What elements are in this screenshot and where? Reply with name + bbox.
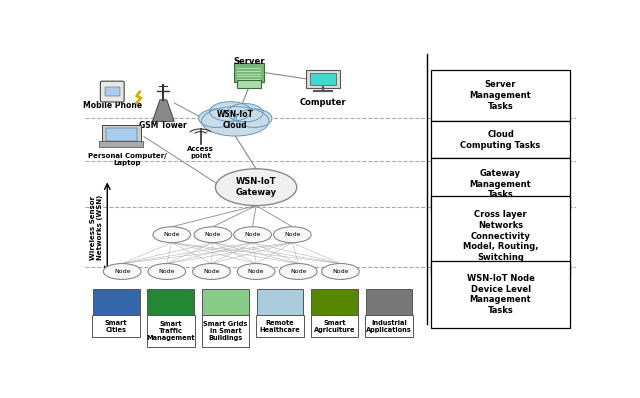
Text: Smart
Traffic
Management: Smart Traffic Management bbox=[147, 321, 195, 341]
FancyBboxPatch shape bbox=[311, 289, 358, 315]
FancyBboxPatch shape bbox=[234, 63, 264, 82]
Ellipse shape bbox=[103, 263, 141, 279]
Text: Industrial
Applications: Industrial Applications bbox=[366, 320, 412, 332]
Ellipse shape bbox=[148, 263, 186, 279]
Text: Node: Node bbox=[203, 269, 220, 274]
Text: Smart
Cities: Smart Cities bbox=[105, 320, 127, 332]
Ellipse shape bbox=[209, 102, 251, 121]
FancyBboxPatch shape bbox=[237, 80, 260, 88]
Text: Node: Node bbox=[205, 232, 221, 237]
Text: Node: Node bbox=[159, 269, 175, 274]
Text: Node: Node bbox=[284, 232, 301, 237]
Ellipse shape bbox=[202, 107, 269, 136]
Text: Smart
Agriculture: Smart Agriculture bbox=[314, 320, 355, 332]
FancyBboxPatch shape bbox=[257, 289, 303, 315]
Ellipse shape bbox=[216, 169, 297, 206]
Text: Node: Node bbox=[248, 269, 264, 274]
FancyBboxPatch shape bbox=[202, 289, 248, 315]
FancyBboxPatch shape bbox=[105, 87, 120, 96]
FancyBboxPatch shape bbox=[365, 315, 413, 338]
Ellipse shape bbox=[234, 227, 271, 243]
Text: Smart Grids
in Smart
Buildings: Smart Grids in Smart Buildings bbox=[203, 321, 248, 341]
Ellipse shape bbox=[194, 227, 232, 243]
Text: Cloud
Computing Tasks: Cloud Computing Tasks bbox=[461, 130, 541, 150]
Text: WSN-IoT
Gateway: WSN-IoT Gateway bbox=[236, 177, 276, 197]
FancyBboxPatch shape bbox=[310, 315, 358, 338]
FancyBboxPatch shape bbox=[306, 70, 340, 88]
FancyBboxPatch shape bbox=[202, 315, 249, 347]
Ellipse shape bbox=[237, 263, 275, 279]
Ellipse shape bbox=[280, 263, 317, 279]
FancyBboxPatch shape bbox=[431, 261, 570, 328]
Ellipse shape bbox=[273, 227, 311, 243]
FancyBboxPatch shape bbox=[99, 140, 143, 147]
FancyBboxPatch shape bbox=[147, 315, 195, 347]
Polygon shape bbox=[152, 100, 174, 121]
Text: Node: Node bbox=[163, 232, 180, 237]
Text: Cross layer
Networks
Connectivity
Model, Routing,
Switching: Cross layer Networks Connectivity Model,… bbox=[463, 210, 538, 262]
FancyBboxPatch shape bbox=[365, 289, 412, 315]
Ellipse shape bbox=[227, 103, 263, 122]
Ellipse shape bbox=[321, 263, 359, 279]
Ellipse shape bbox=[236, 109, 272, 127]
FancyBboxPatch shape bbox=[106, 129, 136, 140]
FancyBboxPatch shape bbox=[100, 81, 124, 102]
Text: Node: Node bbox=[332, 269, 349, 274]
Text: Access
point: Access point bbox=[187, 146, 214, 159]
FancyBboxPatch shape bbox=[92, 315, 140, 338]
Text: Mobile Phone: Mobile Phone bbox=[83, 101, 142, 111]
FancyBboxPatch shape bbox=[310, 73, 337, 86]
Text: WSN-IoT
Cloud: WSN-IoT Cloud bbox=[217, 110, 253, 130]
FancyBboxPatch shape bbox=[431, 196, 570, 277]
Text: Server: Server bbox=[233, 57, 264, 66]
FancyBboxPatch shape bbox=[431, 70, 570, 121]
FancyBboxPatch shape bbox=[102, 125, 141, 143]
Text: Wireless Sensor
Networks (WSN): Wireless Sensor Networks (WSN) bbox=[90, 195, 103, 260]
Text: Node: Node bbox=[244, 232, 261, 237]
Ellipse shape bbox=[153, 227, 191, 243]
Text: Server
Management
Tasks: Server Management Tasks bbox=[470, 80, 531, 111]
Text: Node: Node bbox=[114, 269, 131, 274]
Text: Personal Computer/
Laptop: Personal Computer/ Laptop bbox=[88, 153, 166, 166]
FancyBboxPatch shape bbox=[431, 158, 570, 210]
Text: Remote
Healthcare: Remote Healthcare bbox=[259, 320, 300, 332]
Text: WSN-IoT Node
Device Level
Management
Tasks: WSN-IoT Node Device Level Management Tas… bbox=[467, 274, 534, 315]
Text: Gateway
Management
Tasks: Gateway Management Tasks bbox=[470, 169, 531, 199]
FancyBboxPatch shape bbox=[431, 121, 570, 158]
Ellipse shape bbox=[193, 263, 230, 279]
FancyBboxPatch shape bbox=[147, 289, 194, 315]
Text: GSM Tower: GSM Tower bbox=[140, 121, 188, 131]
FancyBboxPatch shape bbox=[256, 315, 304, 338]
Text: Node: Node bbox=[290, 269, 307, 274]
Text: Computer: Computer bbox=[300, 98, 346, 107]
Ellipse shape bbox=[198, 109, 234, 127]
FancyBboxPatch shape bbox=[93, 289, 140, 315]
